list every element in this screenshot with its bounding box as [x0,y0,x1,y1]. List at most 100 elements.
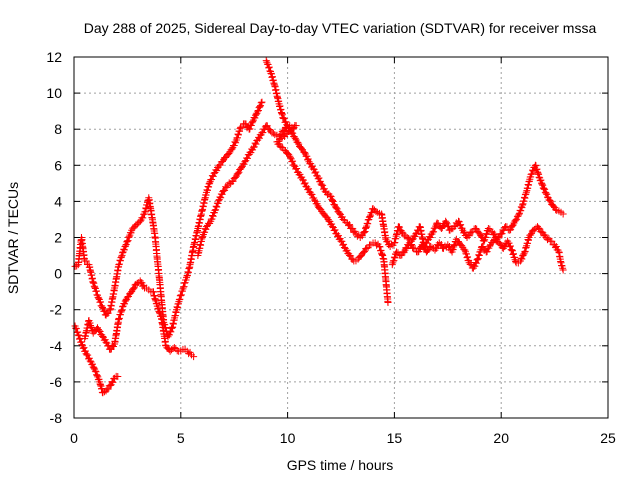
data-point-interp [376,243,384,251]
data-point [228,145,236,153]
data-point-interp [218,158,226,166]
data-point-interp [517,207,525,215]
data-point-interp [95,327,103,335]
data-point-interp [550,202,558,210]
data-point-interp [473,256,481,264]
data-point [446,226,454,234]
data-point-interp [483,230,491,238]
data-point-interp [205,183,213,191]
data-point-interp [529,167,537,175]
data-point-interp [450,242,458,250]
data-point-interp [463,254,471,262]
data-point [91,367,99,375]
y-tick-label: 2 [54,230,62,246]
data-point-interp [552,206,560,214]
x-tick-label: 0 [70,430,78,446]
x-tick-label: 25 [600,430,616,446]
data-point-interp [252,140,260,148]
data-point [559,266,567,274]
data-point-interp [539,184,547,192]
series-upper-trace [71,57,567,341]
data-point-interp [234,131,242,139]
x-tick-label: 15 [387,430,403,446]
data-point [437,224,445,232]
data-point [74,331,82,339]
data-point-interp [251,114,259,122]
data-point-interp [542,189,550,197]
data-point-interp [460,228,468,236]
data-point-interp [359,248,367,256]
data-point [326,192,334,200]
data-point-interp [129,285,137,293]
data-point-interp [118,253,126,261]
data-point [484,224,492,232]
data-point-interp [317,180,325,188]
y-tick-label: 0 [54,266,62,282]
data-point-interp [384,237,392,245]
data-point-interp [546,197,554,205]
data-point-interp [486,242,494,250]
grid-lines [74,57,608,418]
data-point-interp [293,165,301,173]
data-point [114,372,122,380]
data-point-interp [518,255,526,263]
data-point-interp [455,218,463,226]
data-point [418,241,426,249]
data-point-interp [538,180,546,188]
data-point [508,246,516,254]
data-point-interp [213,167,221,175]
y-tick-label: 12 [46,49,62,65]
data-point-interp [515,210,523,218]
data-point-interp [472,259,480,267]
data-point-interp [512,216,520,224]
data-point-interp [219,188,227,196]
data-point-interp [177,291,185,299]
data-point-interp [505,239,513,247]
data-point-interp [423,239,431,247]
x-tick-label: 10 [280,430,296,446]
data-point [198,234,206,241]
data-point-interp [291,134,299,142]
data-point [559,210,567,218]
data-point-interp [123,238,131,246]
data-point [388,261,396,269]
data-point-interp [89,360,97,368]
data-point-interp [254,107,262,115]
data-point-interp [269,129,277,137]
data-point [363,244,371,252]
data-point-interp [82,257,90,265]
data-point-interp [535,224,543,232]
data-point-interp [396,223,404,231]
data-point-interp [319,181,327,189]
data-point-interp [535,170,543,178]
data-point [540,185,548,193]
data-point-interp [90,364,98,372]
data-point-interp [543,236,551,244]
data-point-interp [87,323,95,331]
data-point-interp [167,328,175,336]
data-point-interp [255,134,263,142]
data-point-interp [217,194,225,202]
data-point-interp [233,134,241,142]
data-point-interp [407,240,415,248]
data-point [384,298,392,306]
data-point-interp [338,237,346,245]
data-point-interp [482,233,490,241]
data-point-interp [115,314,123,322]
data-point [360,228,368,236]
x-tick-label: 20 [493,430,509,446]
data-point-interp [323,191,331,199]
data-point-interp [346,221,354,229]
data-point-interp [474,255,482,263]
data-point-interp [458,242,466,250]
data-point [393,248,401,256]
data-point-interp [265,64,273,72]
y-tick-labels: -8 -6 -4 -2 0 2 4 6 8 10 12 [46,49,62,426]
data-point-interp [528,170,536,178]
data-point [476,230,484,238]
data-point-interp [437,240,445,248]
data-point [461,246,469,254]
data-point [450,223,458,231]
data-point-interp [96,327,104,335]
data-point-interp [209,212,217,220]
